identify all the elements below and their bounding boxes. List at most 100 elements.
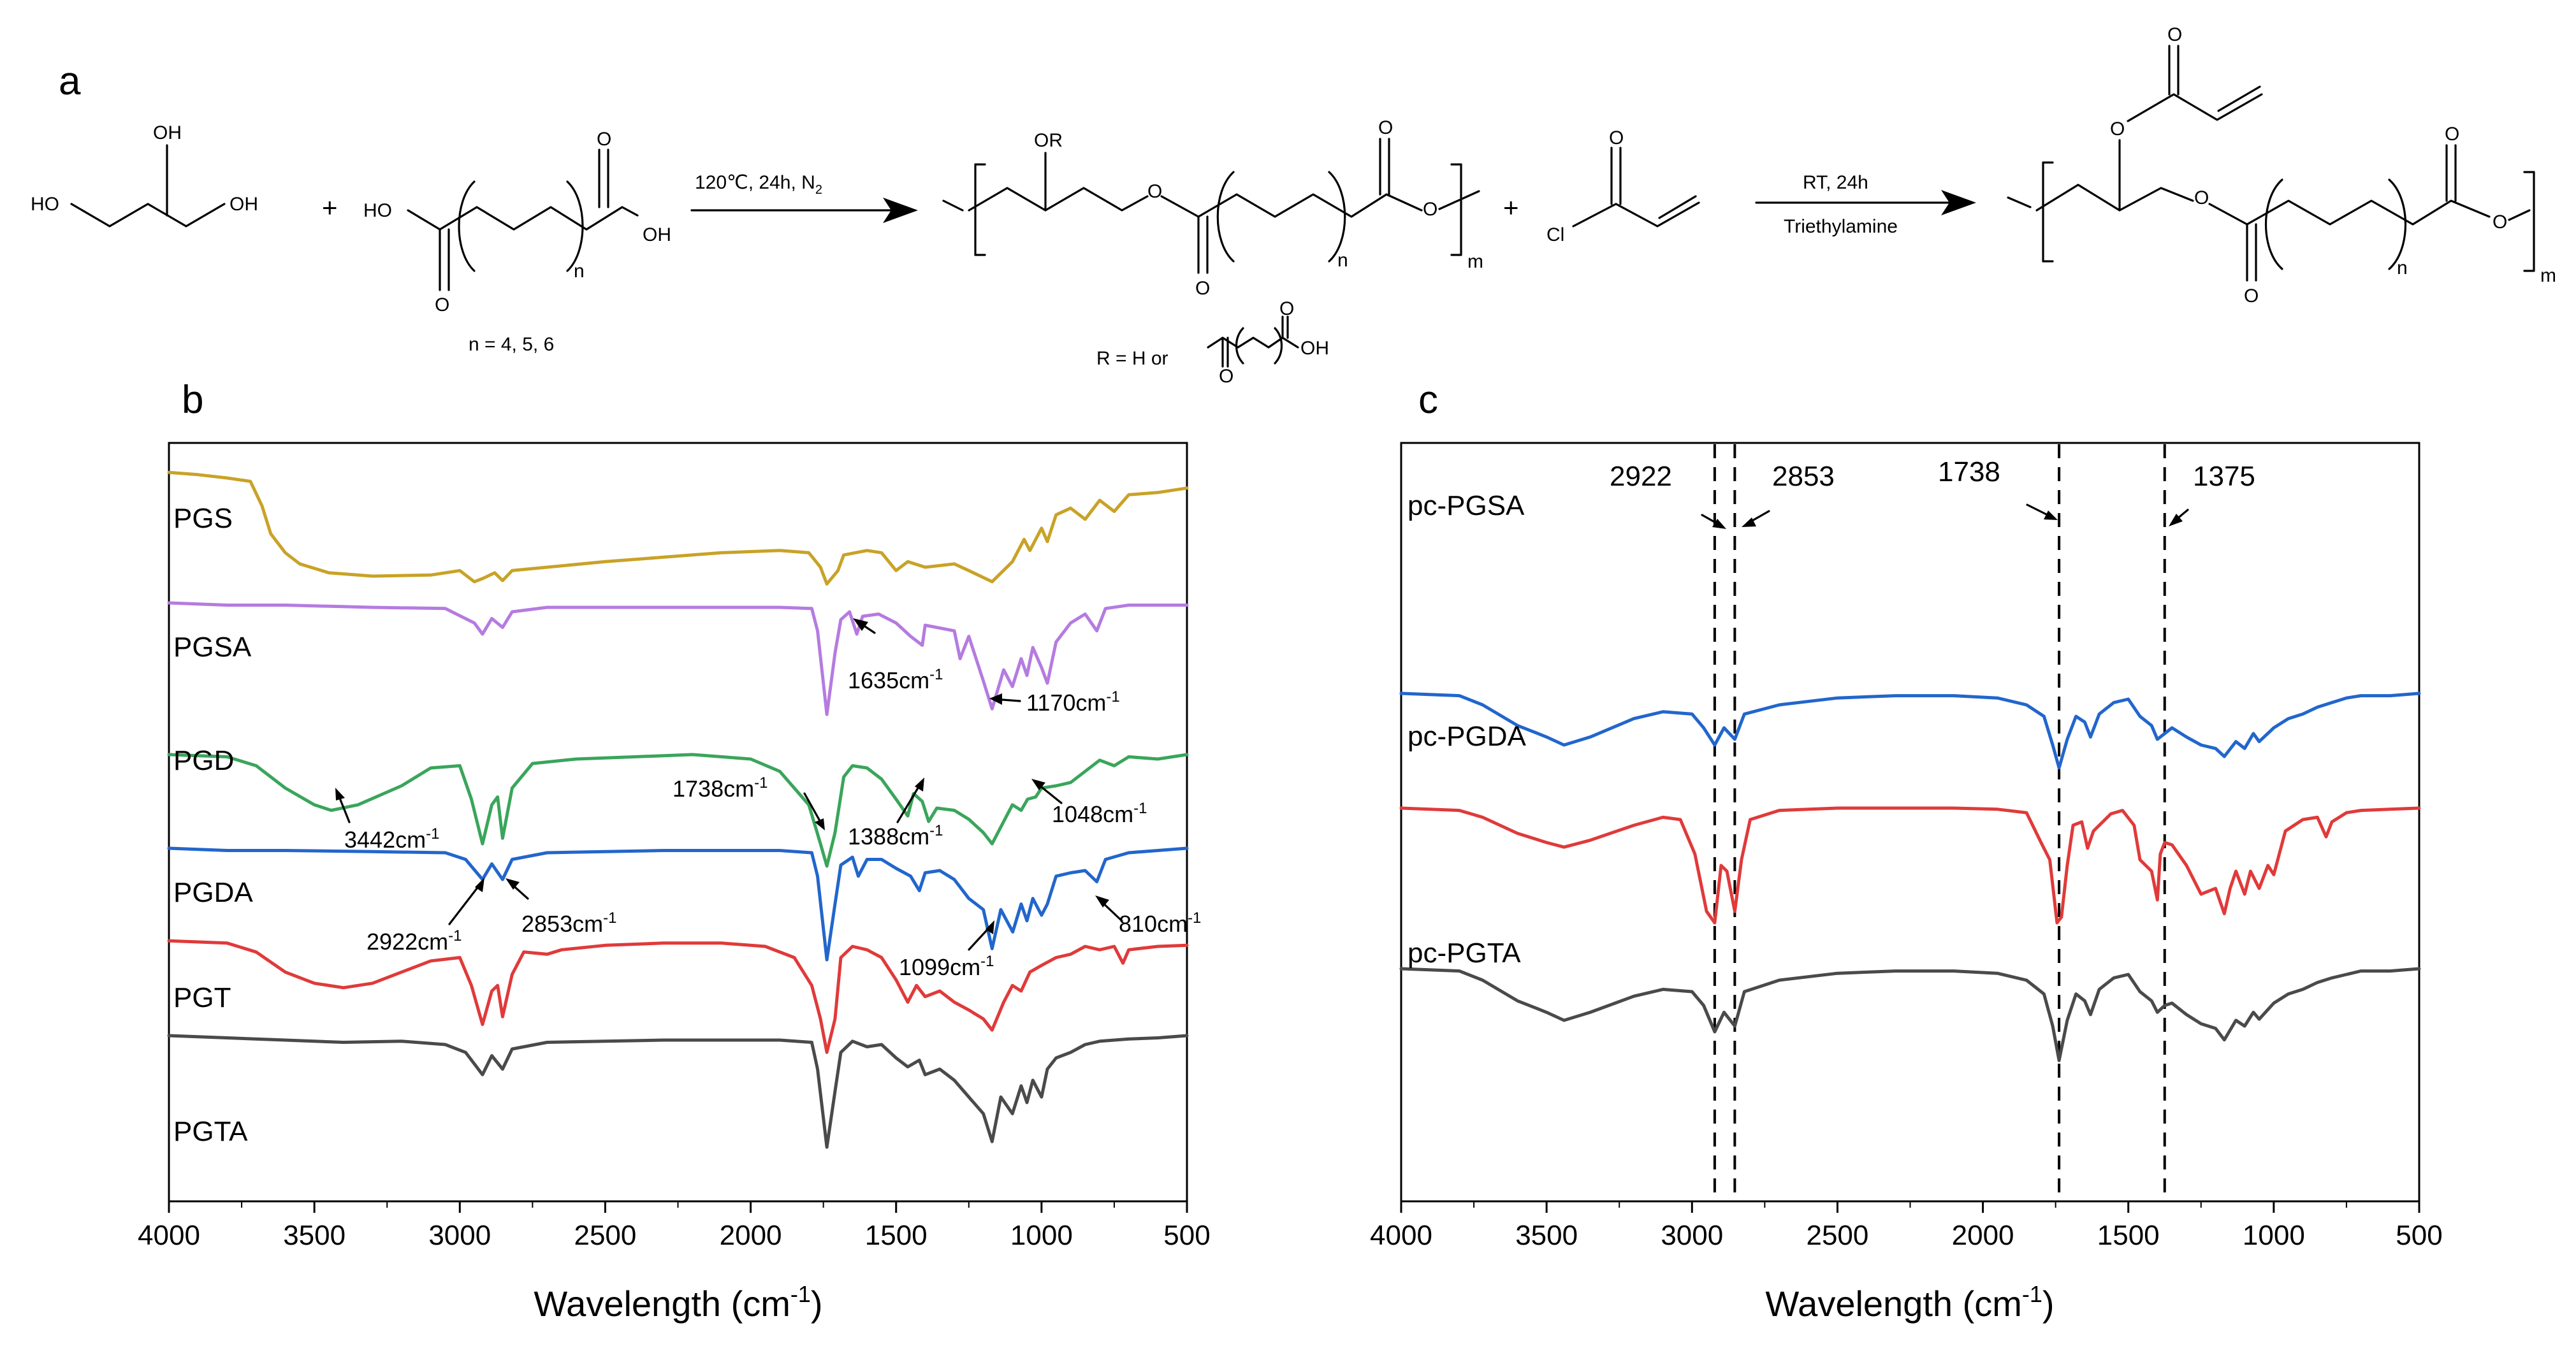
diacid-n-values: n = 4, 5, 6 [469,334,554,355]
chart-b-series-labels: PGS PGSA PGD PGDA PGT PGTA [173,503,253,1147]
panel-label-b: b [182,378,203,422]
prepolymer-m: m [1467,251,1483,272]
chart-c-xlabel: Wavelength (cm-1) [1765,1281,2054,1324]
product-o-bottom: O [2244,286,2259,307]
prepolymer-o-small-top: O [1279,298,1294,319]
series-line-pc-PGDA [1399,806,2421,925]
product-o-acr-top: O [2167,24,2182,45]
diacid-structure: HO O n O OH n = 4, 5, 6 [363,129,671,355]
prepolymer-or: OR [1034,130,1063,151]
acryloyl-chloride-structure: Cl O [1546,127,1700,245]
chart-c: c 4000 3500 3000 2500 2000 1500 1000 500 pc-PGS… [1370,378,2443,1324]
annotation-2922: 2922cm-1 [367,927,462,955]
x-tick-label-3000: 3000 [428,1220,491,1251]
chart-c-x-axis: 4000 3500 3000 2500 2000 1500 1000 500 [1370,1201,2443,1251]
prepolymer-o-mid: O [1147,181,1162,202]
chart-b-xlabel: Wavelength (cm-1) [534,1281,822,1324]
series-line-PGD [167,753,1189,868]
series-line-pc-PGTA [1399,967,2421,1062]
label-PGDA: PGDA [173,877,253,908]
annotation-810: 810cm-1 [1119,909,1201,937]
prepolymer-o-top: O [1378,117,1393,138]
reaction-arrow-2: RT, 24h Triethylamine [1755,172,1976,237]
x-tick-label-2000: 2000 [1952,1220,2014,1251]
product-o-mid: O [2194,187,2209,208]
x-tick-label-4000: 4000 [138,1220,200,1251]
diacid-n: n [574,261,585,282]
diacid-o-bottom: O [435,294,449,315]
x-tick-label-1500: 1500 [865,1220,928,1251]
chart-c-annotations: 2922 2853 1738 1375 [1610,456,2255,529]
step1-conditions: 120℃, 24h, N2 [695,172,822,197]
glycerol-oh-right: OH [229,194,258,215]
chart-c-reference-lines [1713,444,2166,1200]
product-o-acr: O [2110,119,2125,140]
annotation-1099: 1099cm-1 [899,953,994,980]
prepolymer-r-def: R = H or [1096,348,1168,369]
glycerol-structure: HO OH OH [31,122,258,228]
chart-c-series-labels: pc-PGSA pc-PGDA pc-PGTA [1408,490,1526,969]
product-n: n [2397,257,2408,279]
product-o-top: O [2445,124,2459,145]
chart-b-annotations: 1635cm-1 1170cm-1 3442cm-1 1738cm-1 1388… [335,618,1201,980]
annotation-c-2922: 2922 [1610,461,1672,492]
diacid-ho: HO [363,200,392,221]
label-pc-PGTA: pc-PGTA [1408,937,1521,969]
series-line-PGT [167,939,1189,1054]
glycerol-ho: HO [31,194,59,215]
annotation-c-2853: 2853 [1772,461,1835,492]
step2-top: RT, 24h [1803,172,1868,193]
product-o-end: O [2492,212,2507,233]
series-line-PGDA [167,846,1189,962]
reaction-arrow-1: 120℃, 24h, N2 [690,172,918,223]
x-tick-label-3500: 3500 [1515,1220,1578,1251]
label-pc-PGSA: pc-PGSA [1408,490,1525,521]
product-structure: O O O O n O O m [2007,24,2556,307]
label-PGD: PGD [173,745,234,776]
annotation-1738: 1738cm-1 [673,774,768,802]
chart-b-series [167,470,1189,1149]
prepolymer-structure: OR O O n O O m R = H or O [942,117,1483,387]
plus-2: + [1503,192,1519,222]
series-line-pc-PGSA [1399,691,2421,770]
label-PGT: PGT [173,982,231,1013]
panel-label-a: a [59,59,81,103]
annotation-1170: 1170cm-1 [1026,688,1120,716]
chart-b-x-axis: 4000 3500 3000 2500 2000 1500 1000 500 [138,1201,1211,1251]
x-tick-label-1000: 1000 [1010,1220,1073,1251]
series-line-PGS [167,470,1189,586]
panel-label-c: c [1418,378,1438,422]
label-pc-PGDA: pc-PGDA [1408,721,1526,752]
glycerol-oh-top: OH [153,122,182,143]
label-PGSA: PGSA [173,632,252,663]
product-m: m [2540,265,2556,286]
prepolymer-n: n [1337,250,1348,271]
label-PGS: PGS [173,503,233,534]
chart-c-series [1399,691,2421,1062]
x-tick-label-2500: 2500 [574,1220,636,1251]
x-tick-label-3500: 3500 [283,1220,346,1251]
annotation-c-1375: 1375 [2193,461,2255,492]
annotation-2853: 2853cm-1 [521,909,616,937]
annotation-c-1738: 1738 [1938,456,2000,488]
series-line-PGTA [167,1034,1189,1149]
chart-c-frame [1400,442,2420,1203]
plus-1: + [322,192,338,222]
diacid-oh: OH [643,224,671,245]
prepolymer-o-small-bottom: O [1219,366,1233,387]
x-tick-label-4000: 4000 [1370,1220,1432,1251]
x-tick-label-500: 500 [2396,1220,2442,1251]
chart-b: b 4000 3500 3000 2500 2000 1500 1000 500 PGS PG… [138,378,1211,1324]
x-tick-label-2000: 2000 [720,1220,782,1251]
prepolymer-oh: OH [1300,338,1329,359]
x-tick-label-1000: 1000 [2243,1220,2305,1251]
prepolymer-o-end: O [1423,199,1437,220]
annotation-1635: 1635cm-1 [848,666,943,693]
acryloyl-cl: Cl [1546,224,1564,245]
x-tick-label-2500: 2500 [1806,1220,1868,1251]
x-tick-label-3000: 3000 [1661,1220,1723,1251]
acryloyl-o: O [1609,127,1624,148]
reaction-scheme: a HO OH OH + HO O n O OH n = 4, 5, 6 [31,24,2556,387]
annotation-3442: 3442cm-1 [344,825,439,853]
